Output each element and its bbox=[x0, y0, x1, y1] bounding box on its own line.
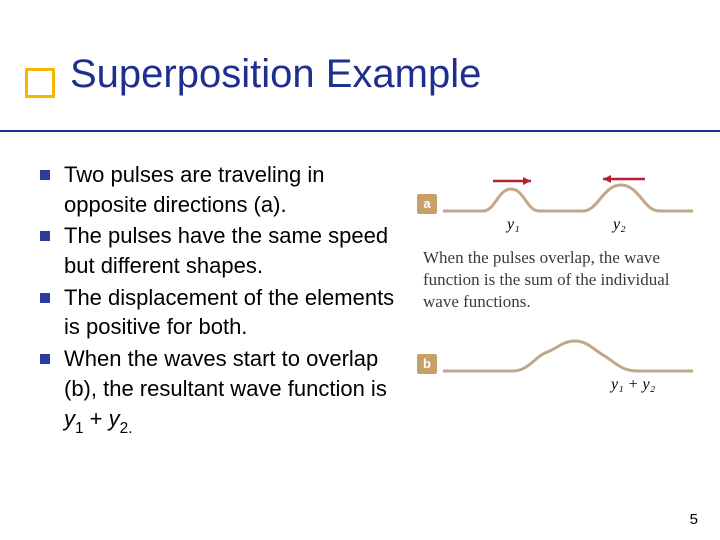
bullet-marker bbox=[40, 170, 50, 180]
page-number: 5 bbox=[690, 511, 698, 528]
bullet-text: Two pulses are traveling in opposite dir… bbox=[64, 160, 405, 219]
panel-label-b: b bbox=[417, 354, 437, 374]
page-title: Superposition Example bbox=[70, 52, 690, 97]
wave-diagram-a: y₁ y₂ bbox=[443, 175, 693, 233]
bullet-list: Two pulses are traveling in opposite dir… bbox=[40, 160, 405, 440]
bullet-text: When the waves start to overlap (b), the… bbox=[64, 344, 405, 438]
bullet-marker bbox=[40, 293, 50, 303]
accent-square bbox=[25, 68, 55, 98]
svg-text:y₁: y₁ bbox=[505, 216, 520, 233]
bullet-text: The displacement of the elements is posi… bbox=[64, 283, 405, 342]
figure-panel-a: a y₁ y₂ bbox=[417, 175, 702, 233]
title-underline bbox=[0, 130, 720, 132]
figure-caption: When the pulses overlap, the wave functi… bbox=[423, 247, 702, 313]
bullet-marker bbox=[40, 354, 50, 364]
wave-diagram-b: y₁ + y₂ bbox=[443, 335, 693, 393]
svg-text:y₂: y₂ bbox=[611, 216, 626, 233]
bullet-text: The pulses have the same speed but diffe… bbox=[64, 221, 405, 280]
title-container: Superposition Example bbox=[70, 52, 690, 97]
svg-text:y₁ + y₂: y₁ + y₂ bbox=[609, 376, 656, 393]
bullet-item: When the waves start to overlap (b), the… bbox=[40, 344, 405, 438]
figure: a y₁ y₂ When the pulses overlap, the wav… bbox=[417, 175, 702, 393]
bullet-marker bbox=[40, 231, 50, 241]
bullet-item: Two pulses are traveling in opposite dir… bbox=[40, 160, 405, 219]
bullet-item: The pulses have the same speed but diffe… bbox=[40, 221, 405, 280]
figure-panel-b: b y₁ + y₂ bbox=[417, 335, 702, 393]
panel-label-a: a bbox=[417, 194, 437, 214]
bullet-item: The displacement of the elements is posi… bbox=[40, 283, 405, 342]
